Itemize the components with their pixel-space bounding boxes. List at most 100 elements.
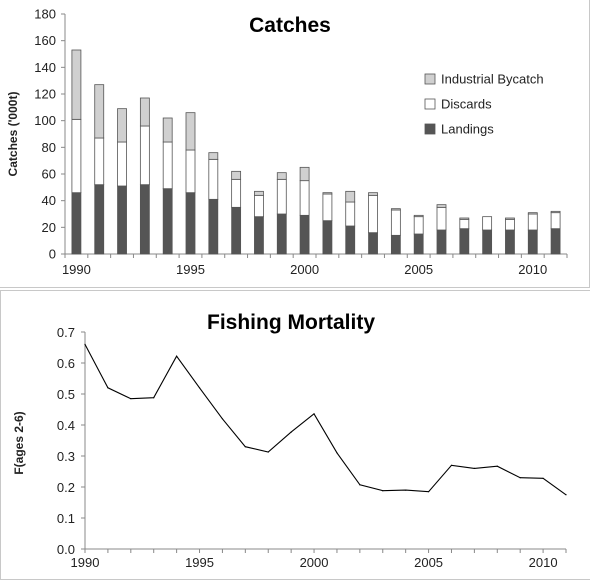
bar-industrial-bycatch xyxy=(139,97,150,127)
data-point xyxy=(176,355,178,357)
y-tick-label: 0.5 xyxy=(57,387,75,402)
bar-landings xyxy=(299,214,310,255)
bar-industrial-bycatch xyxy=(162,117,173,143)
bar-landings xyxy=(208,198,219,255)
bar-landings xyxy=(162,188,173,255)
legend-swatch xyxy=(424,123,436,135)
bar-landings xyxy=(413,233,424,255)
x-tick-label: 2005 xyxy=(414,555,443,570)
bar-landings xyxy=(117,185,127,255)
y-tick-label: 0.6 xyxy=(57,356,75,371)
bar-discards xyxy=(345,201,356,227)
bar-industrial-bycatch xyxy=(505,217,515,220)
bar-discards xyxy=(505,218,515,231)
data-point xyxy=(519,477,521,479)
x-tick-label: 2010 xyxy=(518,262,547,277)
data-point xyxy=(84,343,86,345)
bar-discards xyxy=(254,194,264,218)
bar-landings xyxy=(71,192,82,255)
legend-swatch xyxy=(424,98,436,110)
x-tick-label: 2000 xyxy=(290,262,319,277)
y-tick-label: 0.3 xyxy=(57,449,75,464)
y-tick-label: 180 xyxy=(34,7,56,22)
x-tick-label: 1990 xyxy=(71,555,100,570)
bar-industrial-bycatch xyxy=(322,192,333,195)
data-point xyxy=(427,491,430,493)
bar-discards xyxy=(436,206,447,231)
y-tick-label: 0.1 xyxy=(57,511,75,526)
bar-discards xyxy=(527,213,538,231)
fishing-mortality-panel: 0.0 0.1 0.2 0.3 0.4 0.5 0.6 0.7 1990 1995 2000 2005… xyxy=(0,290,590,580)
data-point xyxy=(198,387,201,389)
chart-title: Catches xyxy=(249,14,331,37)
bar-landings xyxy=(527,229,538,255)
data-point xyxy=(565,494,567,496)
bar-industrial-bycatch xyxy=(276,172,287,180)
bar-discards xyxy=(185,149,196,194)
bar-industrial-bycatch xyxy=(345,190,356,203)
bar-discards xyxy=(276,178,287,215)
data-point xyxy=(359,484,361,486)
bar-landings xyxy=(505,229,515,255)
bar-industrial-bycatch xyxy=(94,84,105,139)
bar-landings xyxy=(322,220,333,255)
data-point xyxy=(405,489,407,491)
bar-discards xyxy=(413,216,424,235)
bar-industrial-bycatch xyxy=(231,170,242,180)
bar-landings xyxy=(482,229,493,255)
legend-label: Landings xyxy=(441,122,494,137)
bar-landings xyxy=(550,228,561,255)
x-tick-label: 1990 xyxy=(62,262,91,277)
bar-industrial-bycatch xyxy=(117,108,127,143)
bar-landings xyxy=(231,206,242,255)
data-point xyxy=(290,431,292,433)
x-tick-label: 1995 xyxy=(176,262,205,277)
y-tick-label: 60 xyxy=(42,167,56,182)
y-tick-label: 0.4 xyxy=(57,418,75,433)
data-point xyxy=(450,464,453,466)
catches-chart: 0 20 40 60 80 100 120 140 160 180 1990 1995 2000 2005… xyxy=(6,7,568,277)
y-tick-label: 20 xyxy=(42,220,56,235)
data-point xyxy=(221,418,224,420)
legend-swatch xyxy=(424,73,436,85)
bar-industrial-bycatch xyxy=(459,217,470,220)
bar-industrial-bycatch xyxy=(368,192,378,196)
data-point xyxy=(244,446,246,448)
y-axis-label: F(ages 2-6) xyxy=(12,411,26,474)
x-tick-label: 2005 xyxy=(404,262,433,277)
y-axis-label: Catches ('000t) xyxy=(6,92,20,177)
bar-landings xyxy=(459,228,470,255)
x-tick-label: 1995 xyxy=(185,555,214,570)
legend-label: Discards xyxy=(441,97,492,112)
bar-discards xyxy=(117,141,127,187)
bar-industrial-bycatch xyxy=(527,212,538,215)
data-point xyxy=(267,451,269,453)
bar-industrial-bycatch xyxy=(390,208,401,211)
bar-discards xyxy=(139,125,150,186)
y-tick-label: 120 xyxy=(34,87,56,102)
bar-discards xyxy=(550,212,561,230)
data-point xyxy=(107,387,109,389)
bar-landings xyxy=(94,184,105,255)
fishing-mortality-line xyxy=(84,344,567,496)
bar-landings xyxy=(185,192,196,255)
data-point xyxy=(382,490,384,492)
bar-industrial-bycatch xyxy=(550,210,561,214)
bar-industrial-bycatch xyxy=(254,190,264,196)
bar-landings xyxy=(276,213,287,255)
bar-industrial-bycatch xyxy=(208,152,219,160)
bar-discards xyxy=(482,216,493,231)
y-tick-label: 80 xyxy=(42,140,56,155)
catches-panel: 0 20 40 60 80 100 120 140 160 180 1990 1995 2000 2005… xyxy=(0,0,590,288)
bar-landings xyxy=(390,234,401,255)
y-tick-label: 0.2 xyxy=(57,480,75,495)
bar-industrial-bycatch xyxy=(71,49,82,120)
data-point xyxy=(542,477,544,479)
bar-landings xyxy=(345,225,356,255)
y-tick-label: 160 xyxy=(34,33,56,48)
bar-discards xyxy=(322,193,333,222)
y-tick-label: 140 xyxy=(34,60,56,75)
bar-industrial-bycatch xyxy=(185,112,196,151)
y-tick-label: 0.0 xyxy=(57,542,75,557)
bar-industrial-bycatch xyxy=(299,166,310,182)
